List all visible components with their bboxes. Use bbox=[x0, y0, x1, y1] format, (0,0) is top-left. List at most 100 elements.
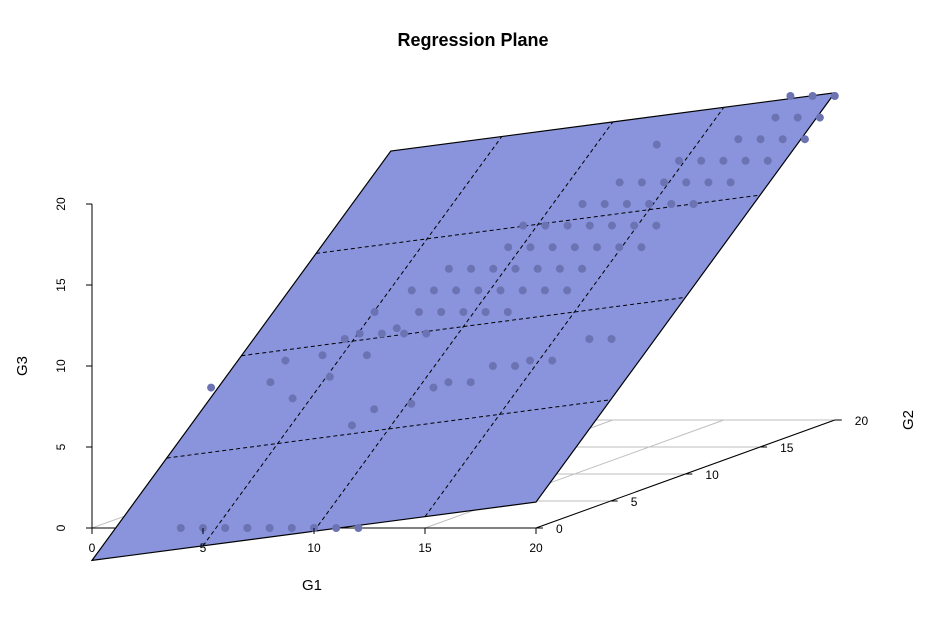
data-point bbox=[615, 243, 624, 252]
plane-gridline-g2 bbox=[316, 194, 761, 254]
data-point bbox=[407, 399, 416, 408]
data-point bbox=[771, 113, 780, 122]
data-point bbox=[489, 264, 498, 273]
y-tick-label: 10 bbox=[705, 468, 719, 482]
data-point bbox=[622, 200, 631, 208]
data-point bbox=[578, 264, 587, 273]
data-point bbox=[407, 286, 416, 295]
y-tick-label: 20 bbox=[855, 414, 869, 428]
data-point bbox=[607, 221, 616, 230]
x-tick-label: 5 bbox=[200, 541, 207, 555]
y-axis-label: G2 bbox=[900, 410, 917, 430]
data-point bbox=[533, 264, 542, 273]
data-point bbox=[400, 329, 409, 338]
data-point bbox=[221, 524, 230, 532]
data-point bbox=[459, 308, 468, 316]
data-point bbox=[637, 243, 646, 252]
data-point bbox=[332, 524, 341, 532]
data-point bbox=[207, 383, 216, 392]
plane-gridline-g1 bbox=[424, 107, 725, 517]
data-point bbox=[540, 286, 549, 295]
data-point bbox=[704, 178, 713, 187]
data-point bbox=[548, 356, 557, 365]
data-points bbox=[176, 92, 839, 532]
data-point bbox=[652, 221, 661, 230]
data-point bbox=[429, 286, 438, 295]
z-tick-label: 0 bbox=[54, 524, 68, 531]
data-point bbox=[347, 421, 356, 430]
data-point bbox=[496, 286, 505, 295]
data-point bbox=[392, 324, 401, 333]
data-point bbox=[697, 156, 706, 165]
data-point bbox=[607, 335, 616, 343]
y-tick-label: 0 bbox=[556, 522, 563, 536]
data-point bbox=[815, 113, 824, 122]
data-point bbox=[555, 264, 564, 273]
data-point bbox=[570, 243, 579, 252]
data-point bbox=[674, 156, 683, 165]
data-point bbox=[763, 156, 772, 165]
data-point bbox=[325, 372, 334, 381]
axis-ticks: 0 5 10 15 20 0 5 10 15 20 0 5 10 15 20 bbox=[54, 197, 868, 555]
data-point bbox=[422, 329, 431, 338]
data-point bbox=[511, 362, 520, 370]
data-point bbox=[637, 178, 646, 187]
z-tick-label: 20 bbox=[54, 197, 68, 211]
plane-gridline-g1 bbox=[202, 136, 503, 547]
x-tick-label: 20 bbox=[529, 541, 543, 555]
data-point bbox=[600, 200, 609, 208]
data-point bbox=[541, 221, 550, 230]
plane-gridline-g1 bbox=[313, 121, 614, 532]
data-point bbox=[563, 221, 572, 230]
data-point bbox=[467, 264, 476, 273]
data-point bbox=[511, 264, 520, 273]
z-axis-label: G3 bbox=[14, 356, 31, 376]
data-point bbox=[481, 308, 490, 316]
plane-gridline-g2 bbox=[166, 399, 611, 459]
z-tick-label: 10 bbox=[54, 359, 68, 373]
data-point bbox=[756, 135, 765, 144]
data-point bbox=[585, 221, 594, 230]
y-tick-label: 5 bbox=[631, 495, 638, 509]
data-point bbox=[340, 335, 349, 343]
data-point bbox=[176, 524, 185, 532]
data-point bbox=[444, 264, 453, 273]
data-point bbox=[630, 221, 639, 230]
data-point bbox=[466, 378, 475, 387]
data-point bbox=[682, 178, 691, 187]
data-point bbox=[519, 221, 528, 230]
data-point bbox=[585, 335, 594, 343]
data-point bbox=[660, 178, 669, 187]
data-point bbox=[437, 308, 446, 316]
data-point bbox=[265, 524, 274, 532]
plane-gridline-g2 bbox=[241, 296, 686, 357]
data-point bbox=[741, 156, 750, 165]
data-point bbox=[563, 286, 572, 295]
data-point bbox=[288, 394, 297, 403]
x-tick-label: 15 bbox=[418, 541, 432, 555]
data-point bbox=[504, 243, 513, 252]
x-tick-label: 0 bbox=[89, 541, 96, 555]
data-point bbox=[243, 524, 252, 532]
data-point bbox=[793, 113, 802, 122]
data-point bbox=[593, 243, 602, 252]
data-point bbox=[318, 351, 327, 360]
data-point bbox=[488, 362, 497, 370]
data-point bbox=[615, 178, 624, 187]
data-point bbox=[415, 308, 423, 316]
data-point bbox=[734, 135, 743, 144]
data-point bbox=[578, 200, 587, 208]
data-point bbox=[719, 156, 728, 165]
data-point bbox=[370, 405, 379, 414]
x-axis-label: G1 bbox=[302, 577, 322, 594]
data-point bbox=[667, 200, 676, 208]
data-point bbox=[830, 92, 839, 100]
data-point bbox=[652, 140, 661, 149]
data-point bbox=[355, 329, 364, 338]
data-point bbox=[362, 351, 371, 360]
z-tick-label: 15 bbox=[54, 278, 68, 292]
data-point bbox=[808, 92, 817, 100]
data-point bbox=[786, 92, 795, 100]
data-point bbox=[281, 356, 290, 365]
